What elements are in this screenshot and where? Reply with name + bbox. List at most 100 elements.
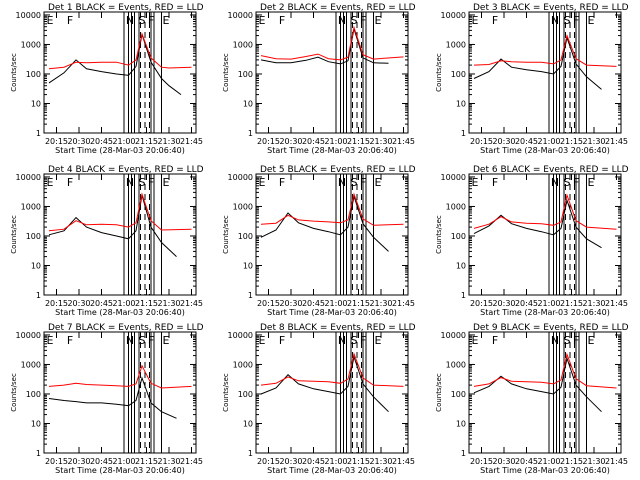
interval-label: S <box>351 334 358 347</box>
interval-label: N <box>126 334 134 347</box>
series-lld-line <box>48 192 192 232</box>
detector-name: Det 8 <box>260 323 285 333</box>
x-tick-label: 21:15 <box>347 137 370 146</box>
y-tick-label: 1 <box>36 291 41 300</box>
title-legend-text: BLACK = Events, RED = LLD <box>75 165 203 175</box>
interval-label: S <box>139 334 146 347</box>
interval-label: F <box>492 334 498 347</box>
x-tick-label: 21:00 <box>324 457 347 466</box>
panel-det-3: Det 3 BLACK = Events, RED = LLD 1 10 100 100… <box>435 3 629 155</box>
y-tick-label: 10000 <box>441 11 466 20</box>
x-axis-label: Start Time (28-Mar-03 20:06:40) <box>480 146 610 155</box>
y-axis-label: Counts/sec <box>10 53 18 92</box>
interval-label: F <box>279 334 285 347</box>
x-axis-label: Start Time (28-Mar-03 20:06:40) <box>55 146 185 155</box>
x-tick-label: 21:00 <box>537 457 560 466</box>
y-tick-label: 1000 <box>233 360 253 369</box>
y-tick-label: 10 <box>31 99 41 108</box>
y-tick-label: 10 <box>243 419 253 428</box>
series-lld-line <box>473 33 617 67</box>
x-tick-label: 21:45 <box>392 137 415 146</box>
series-lld-line <box>260 352 404 387</box>
y-axis-label: Counts/sec <box>435 53 443 92</box>
x-tick-label: 20:15 <box>470 137 493 146</box>
panel-title: Det 7 BLACK = Events, RED = LLD <box>48 323 204 333</box>
series-events-line <box>48 195 177 257</box>
series-lld-line <box>48 32 192 70</box>
series-lld-line <box>260 192 404 226</box>
x-tick-label: 20:15 <box>470 457 493 466</box>
x-tick-label: 21:00 <box>112 299 135 308</box>
x-tick-label: 21:30 <box>582 457 605 466</box>
interval-label: E <box>259 176 266 189</box>
interval-label: N <box>338 334 346 347</box>
interval-label: N <box>126 14 134 27</box>
x-axis-label: Start Time (28-Mar-03 20:06:40) <box>55 308 185 317</box>
y-axis-label: Counts/sec <box>435 373 443 412</box>
panel-title: Det 5 BLACK = Events, RED = LLD <box>260 165 416 175</box>
interval-label: E <box>472 176 479 189</box>
x-tick-label: 21:15 <box>560 457 583 466</box>
y-tick-label: 1000 <box>233 40 253 49</box>
x-tick-label: 21:30 <box>369 137 392 146</box>
series-lld-line <box>473 352 617 389</box>
interval-label: E <box>588 176 595 189</box>
panel-title: Det 4 BLACK = Events, RED = LLD <box>48 165 204 175</box>
panel-det-6: Det 6 BLACK = Events, RED = LLD 1 10 100 100… <box>435 165 629 317</box>
detector-name: Det 6 <box>473 165 498 175</box>
x-tick-label: 21:00 <box>537 299 560 308</box>
y-tick-label: 1000 <box>21 202 41 211</box>
x-tick-label: 20:15 <box>45 299 68 308</box>
y-tick-label: 10 <box>456 99 466 108</box>
title-legend-text: BLACK = Events, RED = LLD <box>287 323 415 333</box>
y-tick-label: 10000 <box>228 331 253 340</box>
y-tick-label: 10 <box>31 419 41 428</box>
plot-frame <box>43 11 197 134</box>
panel-det-5: Det 5 BLACK = Events, RED = LLD 1 10 100 100… <box>222 165 416 317</box>
series-events-line <box>48 34 182 96</box>
y-axis-label: Counts/sec <box>222 373 230 412</box>
interval-label: F <box>360 14 366 27</box>
series-events-line <box>260 194 389 252</box>
x-tick-label: 20:15 <box>257 457 280 466</box>
interval-label: N <box>551 334 559 347</box>
y-tick-label: 100 <box>238 70 253 79</box>
x-tick-label: 21:45 <box>180 299 203 308</box>
plot-frame <box>43 173 197 296</box>
title-legend-text: BLACK = Events, RED = LLD <box>287 165 415 175</box>
interval-label: E <box>163 176 170 189</box>
panel-title: Det 8 BLACK = Events, RED = LLD <box>260 323 416 333</box>
interval-label: F <box>279 176 285 189</box>
y-tick-label: 1 <box>461 449 466 458</box>
y-tick-label: 1000 <box>21 360 41 369</box>
x-tick-label: 20:30 <box>67 457 90 466</box>
x-tick-label: 21:30 <box>369 299 392 308</box>
x-tick-label: 21:45 <box>180 137 203 146</box>
x-tick-label: 20:15 <box>45 137 68 146</box>
interval-label: E <box>47 334 54 347</box>
x-tick-label: 20:30 <box>492 457 515 466</box>
interval-label: F <box>67 334 73 347</box>
title-legend-text: BLACK = Events, RED = LLD <box>500 165 628 175</box>
detector-name: Det 9 <box>473 323 498 333</box>
y-tick-label: 10 <box>243 99 253 108</box>
interval-label: S <box>564 176 571 189</box>
x-tick-label: 21:30 <box>157 137 180 146</box>
y-tick-label: 1000 <box>446 202 466 211</box>
x-tick-label: 21:45 <box>392 299 415 308</box>
series-lld-line <box>473 193 617 230</box>
interval-label: F <box>492 14 498 27</box>
interval-label: F <box>360 176 366 189</box>
y-tick-label: 100 <box>451 70 466 79</box>
y-tick-label: 10 <box>243 261 253 270</box>
plot-frame <box>43 331 197 454</box>
plot-frame <box>468 173 622 296</box>
x-tick-label: 21:45 <box>392 457 415 466</box>
panel-title: Det 9 BLACK = Events, RED = LLD <box>473 323 629 333</box>
interval-label: N <box>551 176 559 189</box>
title-legend-text: BLACK = Events, RED = LLD <box>75 3 203 13</box>
x-tick-label: 21:15 <box>135 137 158 146</box>
detector-name: Det 7 <box>48 323 73 333</box>
x-tick-label: 20:15 <box>257 299 280 308</box>
interval-label: S <box>351 176 358 189</box>
